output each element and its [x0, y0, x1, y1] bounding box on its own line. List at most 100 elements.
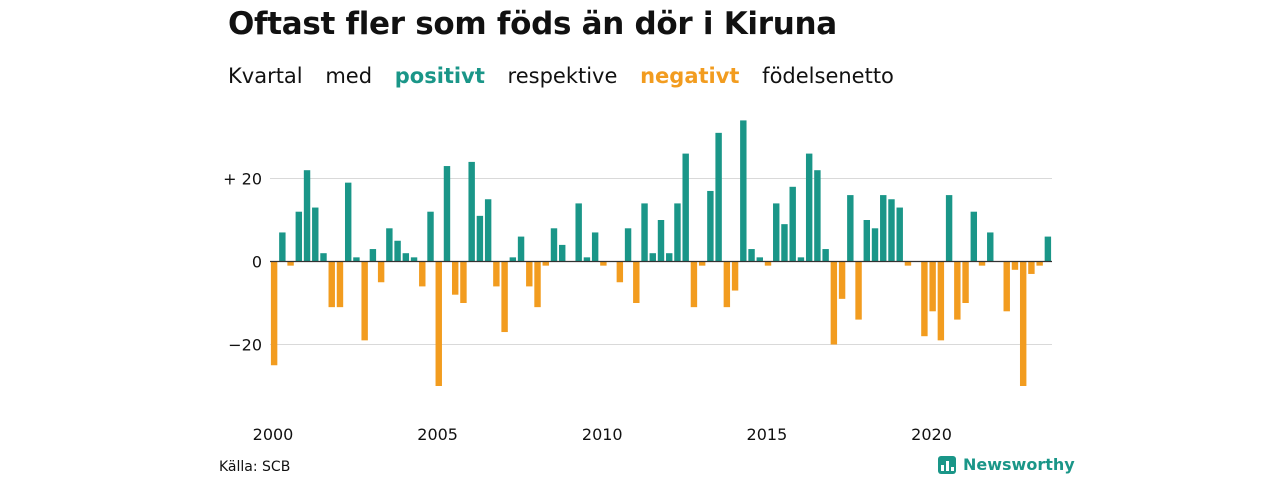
bar-negative [731, 261, 739, 291]
bar-negative [921, 261, 928, 337]
bar-negative [501, 261, 508, 333]
bar-negative [270, 261, 278, 366]
bar-positive [344, 182, 352, 262]
bar-negative [830, 261, 838, 345]
bar-negative [460, 261, 467, 303]
bar-negative [1036, 261, 1043, 266]
bar-positive [1044, 236, 1052, 262]
bar-positive [591, 232, 599, 262]
bar-positive [888, 199, 895, 262]
bar-negative [1011, 261, 1019, 270]
bar-positive [682, 153, 689, 262]
bar-positive [805, 153, 813, 262]
bar-negative [962, 261, 969, 303]
bar-positive [386, 228, 393, 262]
bar-negative [452, 261, 459, 295]
bar-positive [410, 257, 418, 262]
bar-positive [715, 132, 722, 262]
y-tick-label: + 20 [223, 170, 262, 189]
bar-positive [550, 228, 558, 262]
bar-positive [641, 203, 648, 262]
bar-positive [279, 232, 286, 262]
subtitle-word: Kvartal [228, 64, 303, 88]
bar-positive [517, 236, 525, 262]
bar-positive [657, 220, 665, 262]
newsworthy-logo-icon [938, 455, 956, 474]
bar-positive [649, 253, 656, 262]
bar-negative [377, 261, 385, 283]
bar-negative [328, 261, 335, 308]
bar-positive [476, 215, 484, 262]
bar-positive [583, 257, 591, 262]
y-tick-label: −20 [228, 336, 262, 355]
bar-negative [534, 261, 541, 308]
bar-positive [896, 207, 903, 262]
bar-negative [526, 261, 533, 287]
bar-negative [1028, 261, 1035, 274]
bar-negative [435, 261, 442, 386]
bar-negative [855, 261, 862, 320]
bar-positive [369, 249, 377, 262]
bar-positive [740, 120, 747, 262]
bar-positive [871, 228, 879, 262]
bar-positive [402, 253, 410, 262]
bar-positive [674, 203, 681, 262]
bar-positive [312, 207, 319, 262]
x-tick-label: 2015 [747, 425, 788, 444]
bar-negative [764, 261, 772, 266]
bar-positive [987, 232, 994, 262]
bar-negative [361, 261, 368, 341]
legend-positive: positivt [394, 64, 485, 88]
bar-negative [904, 261, 912, 266]
bar-negative [616, 261, 624, 283]
x-tick-label: 2005 [417, 425, 458, 444]
bar-negative [838, 261, 846, 299]
chart-subtitle: Kvartal med positivt respektive negativt… [228, 64, 910, 88]
bar-positive [295, 211, 303, 262]
bar-negative [937, 261, 945, 341]
bar-positive [822, 249, 829, 262]
bar-negative [419, 261, 426, 287]
bar-negative [698, 261, 706, 266]
subtitle-word: födelsenetto [762, 64, 894, 88]
bar-positive [666, 253, 673, 262]
bar-negative [1019, 261, 1027, 386]
bar-positive [320, 253, 327, 262]
bar-positive [970, 211, 978, 262]
subtitle-word: respektive [507, 64, 618, 88]
brand: Newsworthy [938, 455, 1075, 474]
bar-positive [303, 170, 311, 262]
bar-positive [468, 161, 475, 262]
bar-positive [773, 203, 780, 262]
bar-negative [1003, 261, 1010, 312]
bar-positive [847, 195, 854, 262]
bar-positive [443, 166, 451, 262]
bar-negative [600, 261, 607, 266]
bar-positive [575, 203, 582, 262]
bar-negative [633, 261, 640, 303]
bar-negative [493, 261, 500, 287]
bar-negative [287, 261, 294, 266]
bar-negative [954, 261, 961, 320]
bar-positive [559, 244, 566, 262]
bar-positive [707, 190, 714, 262]
bar-positive [509, 257, 517, 262]
bar-negative [336, 261, 344, 308]
bar-negative [929, 261, 936, 312]
bar-positive [880, 195, 887, 262]
subtitle-word: med [325, 64, 373, 88]
bar-negative [723, 261, 731, 308]
bar-positive [353, 257, 360, 262]
x-tick-label: 2010 [582, 425, 623, 444]
legend-negative: negativt [640, 64, 740, 88]
bar-positive [781, 224, 788, 262]
brand-name: Newsworthy [963, 455, 1075, 474]
bar-negative [542, 261, 549, 266]
y-tick-label: 0 [252, 253, 262, 272]
source-note: Källa: SCB [219, 459, 291, 475]
bar-positive [863, 220, 870, 262]
bar-positive [945, 195, 953, 262]
bar-positive [394, 240, 401, 262]
bar-positive [756, 257, 763, 262]
